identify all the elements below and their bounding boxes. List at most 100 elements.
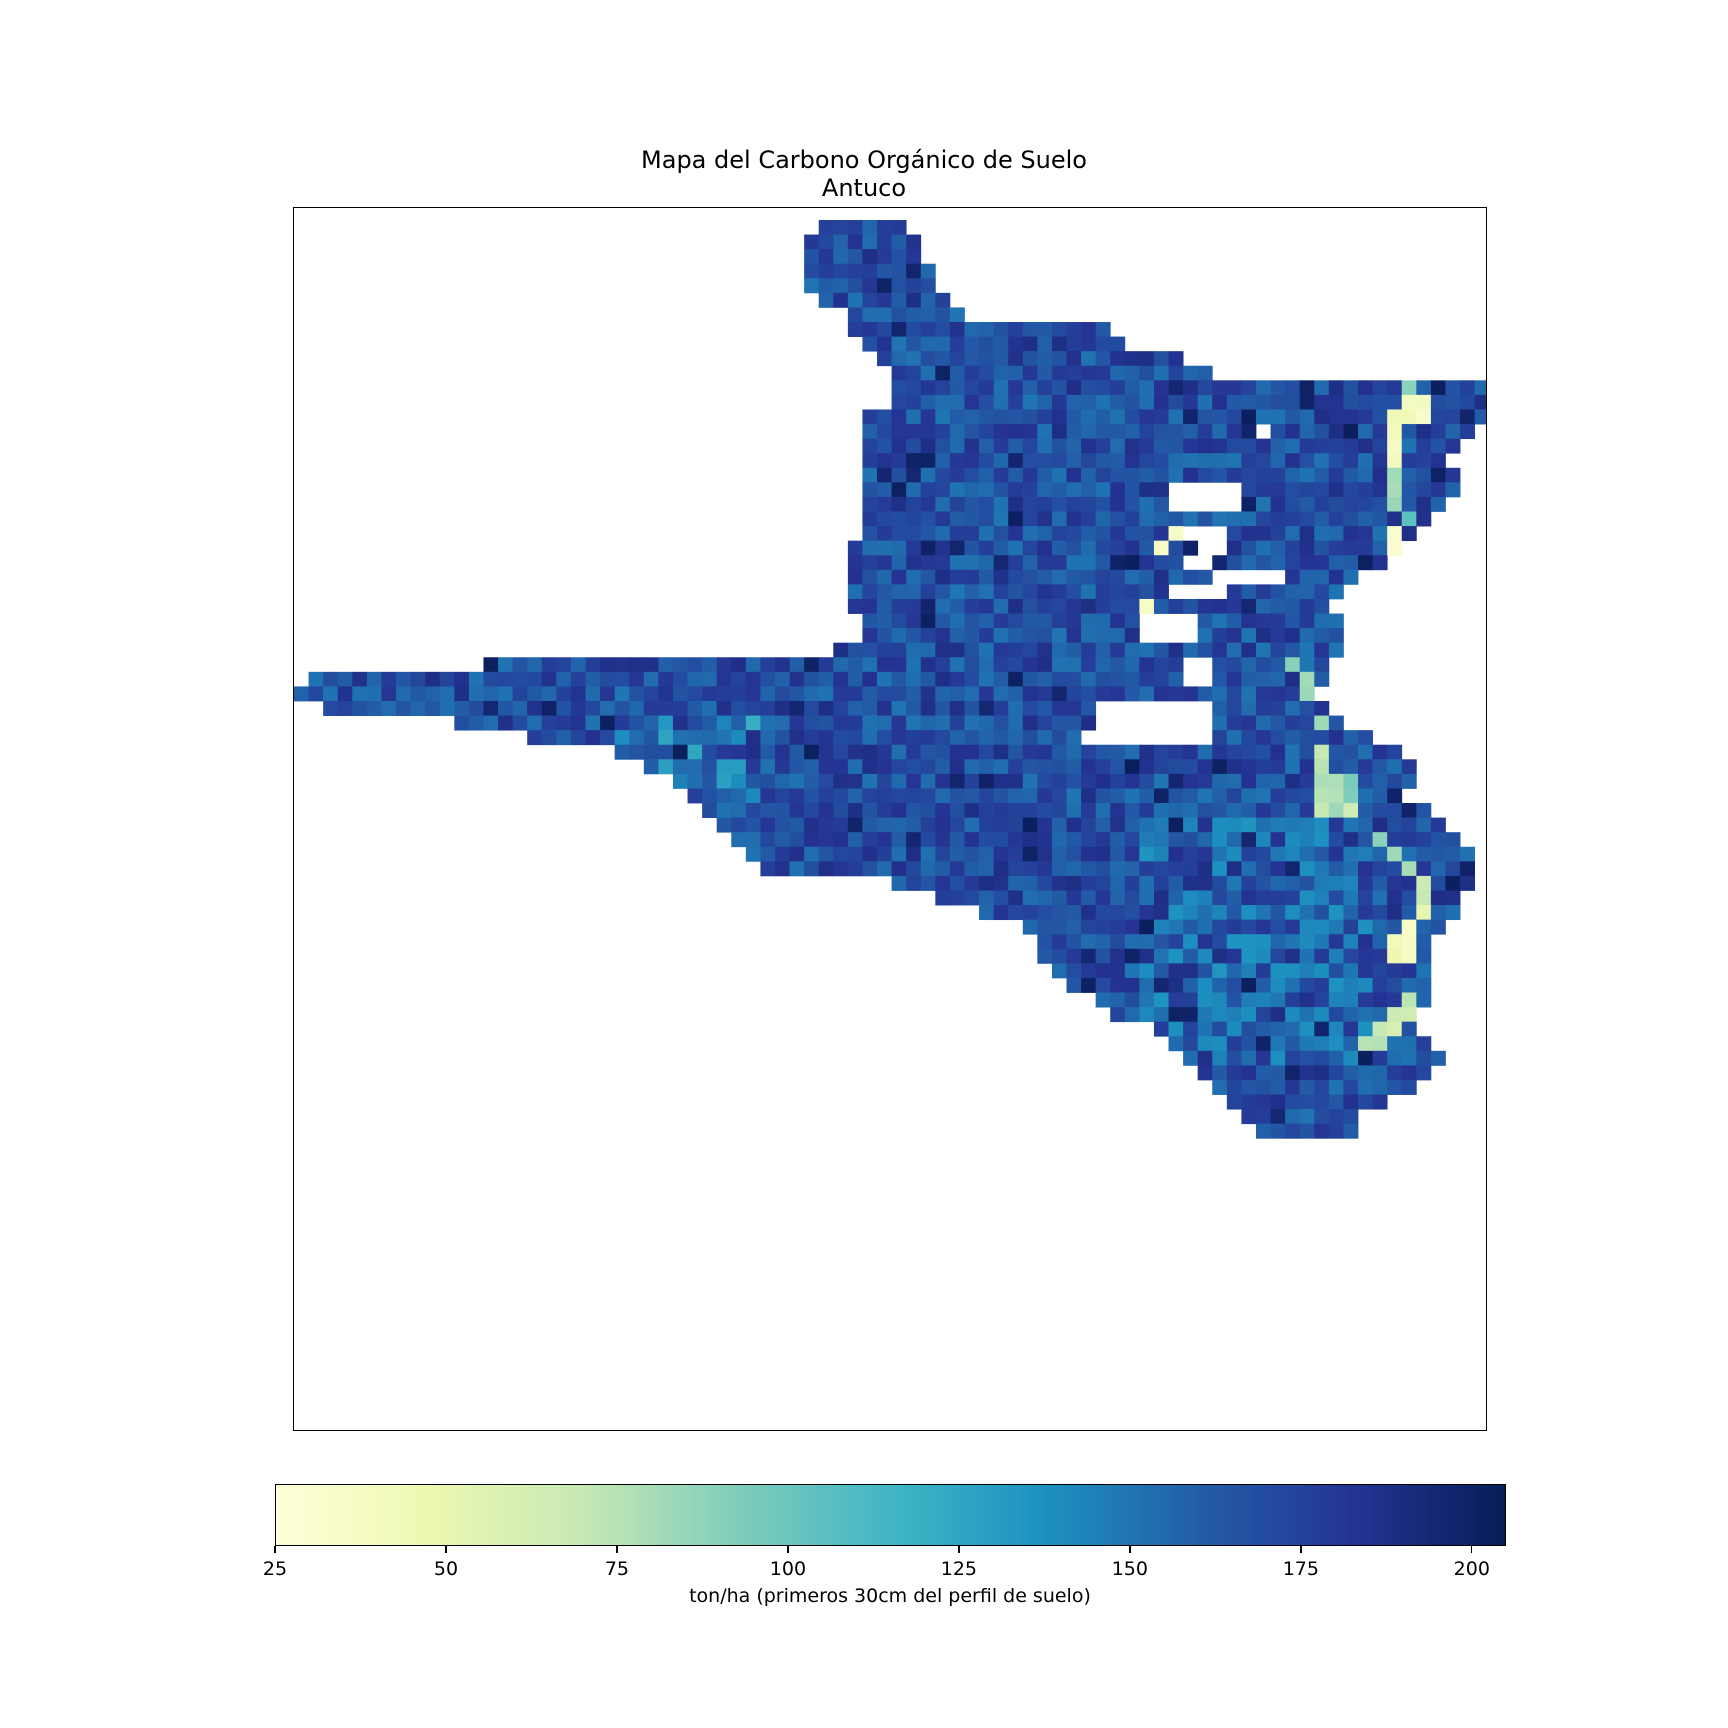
raster-pixel (920, 511, 936, 527)
raster-pixel (1008, 671, 1024, 687)
raster-pixel (731, 671, 747, 687)
raster-pixel (1372, 803, 1388, 819)
raster-pixel (949, 846, 965, 862)
raster-pixel (716, 817, 732, 833)
raster-pixel (1343, 934, 1359, 950)
raster-pixel (1241, 715, 1257, 731)
raster-pixel (920, 292, 936, 308)
raster-pixel (716, 671, 732, 687)
raster-pixel (585, 686, 601, 702)
raster-pixel (1051, 948, 1067, 964)
raster-pixel (920, 380, 936, 396)
raster-pixel (1416, 511, 1432, 527)
raster-pixel (1255, 409, 1271, 425)
raster-pixel (1299, 730, 1315, 746)
raster-pixel (1226, 715, 1242, 731)
raster-pixel (1081, 744, 1097, 760)
raster-pixel (760, 788, 776, 804)
raster-pixel (1401, 438, 1417, 454)
raster-pixel (1270, 759, 1286, 775)
raster-pixel (877, 715, 892, 731)
raster-pixel (979, 686, 995, 702)
raster-pixel (658, 657, 674, 673)
raster-pixel (1241, 1065, 1257, 1081)
raster-pixel (1197, 598, 1213, 614)
colorbar-tick-label: 200 (1453, 1558, 1490, 1580)
raster-pixel (1110, 875, 1126, 891)
raster-pixel (1051, 744, 1067, 760)
raster-pixel (1153, 365, 1169, 381)
raster-pixel (979, 365, 995, 381)
raster-pixel (1358, 409, 1373, 425)
raster-pixel (1037, 584, 1053, 600)
raster-pixel (1037, 598, 1053, 614)
raster-pixel (862, 263, 878, 279)
raster-pixel (993, 511, 1009, 527)
raster-pixel (877, 424, 892, 440)
raster-pixel (1270, 453, 1286, 469)
raster-pixel (1212, 905, 1228, 921)
raster-pixel (877, 336, 892, 352)
raster-pixel (891, 759, 907, 775)
raster-pixel (804, 263, 820, 279)
raster-pixel (1110, 788, 1126, 804)
raster-pixel (920, 263, 936, 279)
raster-pixel (993, 875, 1009, 891)
raster-pixel (1358, 861, 1373, 877)
raster-pixel (877, 744, 892, 760)
raster-pixel (1153, 890, 1169, 906)
raster-pixel (1328, 613, 1344, 629)
raster-pixel (323, 700, 339, 716)
raster-pixel (935, 307, 951, 323)
raster-pixel (1183, 934, 1199, 950)
raster-pixel (1430, 380, 1446, 396)
raster-pixel (1343, 1050, 1359, 1066)
raster-pixel (1255, 730, 1271, 746)
raster-pixel (1110, 948, 1126, 964)
raster-pixel (1255, 1021, 1271, 1037)
raster-pixel (1285, 1079, 1301, 1095)
raster-pixel (1081, 963, 1097, 979)
raster-pixel (1081, 394, 1097, 410)
raster-pixel (1343, 409, 1359, 425)
raster-pixel (1153, 788, 1169, 804)
raster-pixel (1430, 861, 1446, 877)
raster-pixel (1051, 467, 1067, 483)
raster-pixel (1124, 540, 1140, 556)
raster-pixel (1255, 628, 1271, 644)
raster-pixel (1299, 948, 1315, 964)
raster-pixel (1285, 788, 1301, 804)
raster-pixel (1299, 453, 1315, 469)
raster-pixel (1328, 1021, 1344, 1037)
raster-pixel (366, 686, 382, 702)
raster-pixel (1285, 1109, 1301, 1125)
map-title: Mapa del Carbono Orgánico de Suelo (641, 146, 1087, 174)
raster-pixel (1299, 934, 1315, 950)
raster-pixel (1168, 540, 1184, 556)
raster-pixel (1460, 424, 1476, 440)
raster-pixel (920, 613, 936, 629)
raster-pixel (920, 686, 936, 702)
raster-pixel (949, 598, 965, 614)
raster-pixel (1343, 453, 1359, 469)
raster-pixel (1124, 613, 1140, 629)
raster-pixel (1066, 803, 1082, 819)
raster-pixel (979, 730, 995, 746)
raster-pixel (949, 569, 965, 585)
raster-pixel (1110, 496, 1126, 512)
raster-pixel (949, 730, 965, 746)
raster-pixel (1474, 394, 1486, 410)
raster-pixel (1153, 657, 1169, 673)
raster-pixel (1299, 963, 1315, 979)
raster-pixel (833, 234, 849, 250)
raster-pixel (1270, 1021, 1286, 1037)
raster-pixel (1197, 817, 1213, 833)
raster-pixel (1168, 919, 1184, 935)
raster-pixel (935, 759, 951, 775)
raster-pixel (1328, 526, 1344, 542)
raster-pixel (1139, 773, 1155, 789)
raster-pixel (1270, 730, 1286, 746)
raster-pixel (1124, 526, 1140, 542)
raster-pixel (891, 263, 907, 279)
raster-pixel (818, 832, 834, 848)
